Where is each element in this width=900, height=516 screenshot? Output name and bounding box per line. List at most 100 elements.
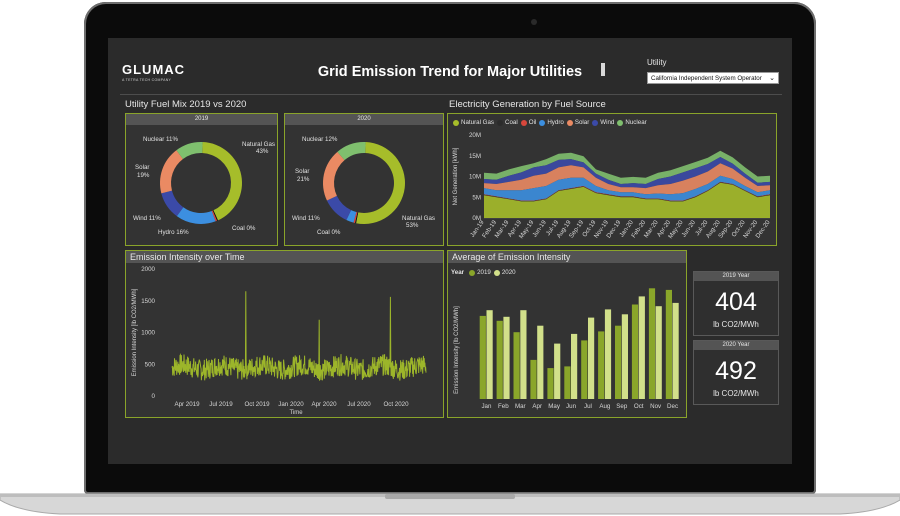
chevron-down-icon: ⌄ xyxy=(769,75,775,82)
donut-label-coal: Coal 0% xyxy=(317,229,341,236)
bar-2019-may[interactable] xyxy=(547,368,554,399)
bar-2019-sep[interactable] xyxy=(615,325,622,399)
x-tick-label: Oct 2019 xyxy=(244,401,270,408)
bar-2019-nov[interactable] xyxy=(648,288,656,399)
legend-label-natural-gas[interactable]: Natural Gas xyxy=(461,119,495,126)
bar-2020-mar[interactable] xyxy=(520,310,527,399)
bar-2020-feb[interactable] xyxy=(503,316,510,399)
donut-slice-nuclear[interactable] xyxy=(337,142,366,161)
x-tick-label: Aug xyxy=(599,403,611,410)
legend-label-2020[interactable]: 2020 xyxy=(501,269,516,276)
bar-2020-oct[interactable] xyxy=(638,296,645,399)
bar-2020-apr[interactable] xyxy=(537,325,544,399)
bar-2020-jul[interactable] xyxy=(588,317,595,399)
donut-slice-hydro[interactable] xyxy=(176,207,216,224)
donut-slice-solar[interactable] xyxy=(160,150,183,194)
bar-2019-oct[interactable] xyxy=(631,304,639,400)
y-tick-label: 0 xyxy=(152,393,156,400)
bar-2020-jun[interactable] xyxy=(571,333,578,399)
donut-label-solar: Solar xyxy=(135,164,150,171)
bar-2019-mar[interactable] xyxy=(513,332,520,399)
donut-title-2020: 2020 xyxy=(285,114,443,125)
donut-slice-solar[interactable] xyxy=(323,151,345,201)
logo-tagline: A TETRA TECH COMPANY xyxy=(122,78,172,82)
donut-panel-2020[interactable]: 2020 Nuclear 12% Solar 21% Wind 11% Natu… xyxy=(284,113,444,246)
avg-intensity-title: Average of Emission Intensity xyxy=(448,251,686,263)
bar-2019-feb[interactable] xyxy=(496,320,503,399)
legend-dot-2019 xyxy=(469,269,476,276)
donut-slice-oil[interactable] xyxy=(353,212,358,224)
area-solar[interactable] xyxy=(484,163,770,195)
legend-dot-oil xyxy=(520,119,527,126)
avg-intensity-panel[interactable]: Average of Emission Intensity Year 2019 20… xyxy=(447,250,687,418)
bar-2019-aug[interactable] xyxy=(598,331,605,399)
x-tick-label: Sep xyxy=(616,403,628,410)
x-tick-label: Nov xyxy=(650,403,662,410)
bar-2019-dec[interactable] xyxy=(665,289,672,399)
x-tick-label: Jun-19 xyxy=(531,219,548,239)
kpi-card-2019: 2019 Year 404 lb CO2/MWh xyxy=(693,271,779,336)
legend-label-2019[interactable]: 2019 xyxy=(477,269,491,276)
donut-slice-coal[interactable] xyxy=(212,210,218,221)
donut-slice-natural-gas[interactable] xyxy=(202,142,243,221)
x-tick-label: Jul 2020 xyxy=(347,401,371,408)
bar-2019-apr[interactable] xyxy=(530,359,537,399)
generation-panel[interactable]: Natural Gas Coal Oil Hydro Solar Wind Nuclear … xyxy=(447,113,777,246)
area-natural-gas[interactable] xyxy=(484,182,770,218)
bar-2020-sep[interactable] xyxy=(621,314,628,399)
avg-intensity-bar-chart[interactable]: Emission Intensity [lb CO2/MWh] Jan Feb Mar… xyxy=(448,277,686,417)
intensity-line-chart[interactable]: 0 500 1000 1500 2000 Emission Intensity [lb C… xyxy=(126,263,443,417)
bar-2020-dec[interactable] xyxy=(672,302,679,399)
bar-2020-jan[interactable] xyxy=(486,310,493,399)
x-tick-label: Jul 2019 xyxy=(209,401,233,408)
area-nuclear[interactable] xyxy=(484,150,770,184)
legend-dot-natural-gas xyxy=(453,119,459,126)
utility-selected-value: California Independent System Operator xyxy=(651,75,762,82)
donut-slice-oil[interactable] xyxy=(211,210,218,222)
bar-2020-may[interactable] xyxy=(554,343,561,399)
y-axis-label: Emission Intensity [lb CO2/MWh] xyxy=(454,306,460,394)
area-wind[interactable] xyxy=(484,157,770,189)
generation-title: Electricity Generation by Fuel Source xyxy=(449,99,606,110)
header-marker xyxy=(601,63,605,76)
legend-label-nuclear[interactable]: Nuclear xyxy=(625,119,647,126)
bar-2019-jun[interactable] xyxy=(564,366,571,399)
y-tick-label: 5M xyxy=(472,194,481,201)
legend-label-hydro[interactable]: Hydro xyxy=(547,119,564,126)
legend-label-coal[interactable]: Coal xyxy=(505,119,518,126)
donut-chart-2019[interactable] xyxy=(126,125,277,245)
x-tick-label: Jan 2020 xyxy=(278,401,304,408)
utility-dropdown[interactable]: California Independent System Operator ⌄ xyxy=(647,72,779,84)
y-tick-label: 2000 xyxy=(141,266,155,273)
x-tick-label: Apr xyxy=(532,403,542,410)
donut-slice-wind[interactable] xyxy=(326,195,352,221)
x-tick-label: Feb xyxy=(498,403,509,410)
x-tick-label: Apr 2020 xyxy=(311,401,337,408)
intensity-series-line[interactable] xyxy=(171,291,427,381)
donut-slice-nuclear[interactable] xyxy=(176,142,203,160)
utility-label: Utility xyxy=(647,58,667,67)
legend-label-oil[interactable]: Oil xyxy=(528,119,537,126)
kpi-title-2020: 2020 Year xyxy=(694,341,778,350)
x-tick-label: Dec xyxy=(667,403,678,410)
legend-dot-2020 xyxy=(493,269,500,276)
donut-slice-wind[interactable] xyxy=(161,190,184,217)
intensity-time-panel[interactable]: Emission Intensity over Time 0 500 1000 150… xyxy=(125,250,444,418)
y-axis-label: Net Generation [kWh] xyxy=(453,147,459,205)
donut-slice-natural-gas[interactable] xyxy=(356,142,406,224)
bar-2020-nov[interactable] xyxy=(655,306,662,399)
donut-panel-2019[interactable]: 2019 Nuclear 11% Natural Gas 43% Solar 1… xyxy=(125,113,278,246)
x-tick-label: Jun xyxy=(566,403,577,410)
donut-slice-coal[interactable] xyxy=(355,212,359,224)
bar-2020-aug[interactable] xyxy=(604,309,612,399)
bar-2019-jul[interactable] xyxy=(581,340,588,399)
area-hydro[interactable] xyxy=(484,175,770,201)
fuel-mix-title: Utility Fuel Mix 2019 vs 2020 xyxy=(125,99,247,110)
legend-label-solar[interactable]: Solar xyxy=(574,119,590,126)
bar-2019-jan[interactable] xyxy=(479,315,486,399)
legend-label-wind[interactable]: Wind xyxy=(600,119,615,126)
donut-chart-2020[interactable] xyxy=(285,125,443,245)
legend-dot-hydro xyxy=(539,119,546,126)
donut-slice-hydro[interactable] xyxy=(346,210,357,223)
